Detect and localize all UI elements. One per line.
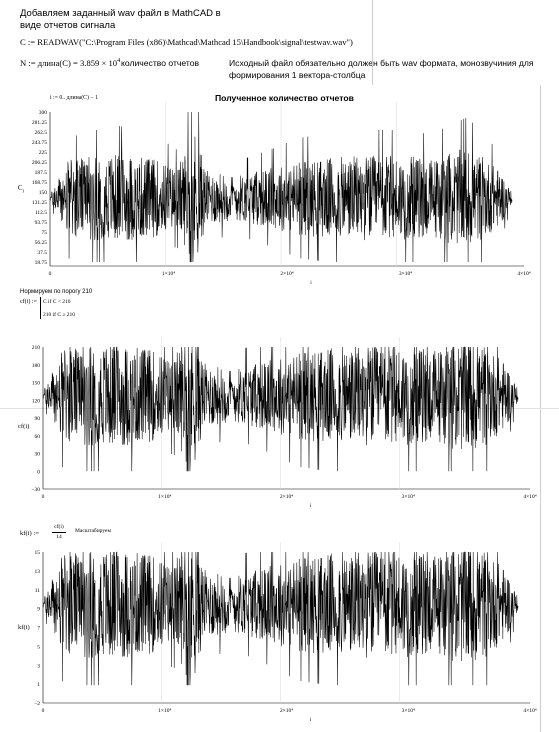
kf-numerator: cf(i) [54,524,64,530]
chart-1-series-line [49,111,513,263]
chart-3-y-tick-label: 5 [37,644,40,650]
chart-3-x-label: i [310,717,312,723]
chart-3-y-tick-label: 7 [37,626,40,632]
cf-definition-bracket [40,297,41,319]
chart-2-x-label: i [310,503,312,509]
chart-2-x-tick-label: 4×10⁴ [523,494,536,500]
chart-2-x-tick-label: 0 [42,494,45,500]
chart-1-y-tick-label: 75 [42,230,48,236]
chart-1-y-tick-label: 262.5 [35,130,48,136]
note-line-2: формирования 1 вектора-столбца [229,70,366,80]
chart-3-x-tick-label: 3×10⁴ [402,708,415,714]
chart-3-ylabel[interactable]: kf(i) [18,624,30,631]
chart-3-y-tick-label: 13 [35,569,41,575]
chart-3-x-tick-label: 2×10⁴ [280,708,293,714]
cf-definition-lhs[interactable]: cf(i) := [20,299,37,305]
chart-1-y-tick-label: 187.5 [35,170,48,176]
chart-1-y-tick-label: 168.75 [32,180,47,186]
intro-line-2: виде отчетов сигнала [20,20,116,31]
chart-1-x-tick-label: 4×10⁴ [517,271,530,277]
chart-1-y-tick-label: 150 [39,190,48,196]
chart-1-y-tick-label: 112.5 [35,210,47,216]
chart-1-y-tick-label: 18.75 [35,260,48,266]
chart-1-title: Полученное количество отчетов [215,93,354,103]
chart-3-x-tick-label: 1×10⁴ [158,708,171,714]
chart-1-ylabel[interactable]: Ci [18,185,24,194]
chart-2-y-tick-label: 210 [32,345,41,351]
length-expression[interactable]: N := длина(C) = 3.859 × 104 [20,58,120,68]
chart-2-y-tick-label: 120 [32,398,41,404]
chart-3-x-tick-label: 0 [42,708,45,714]
readwav-expression[interactable]: C := READWAV("C:\Program Files (x86)\Mat… [20,37,353,47]
chart-2-y-tick-label: 0 [37,469,40,475]
chart-2-y-tick-label: 180 [32,363,41,369]
chart-2-x-tick-label: 2×10⁴ [280,494,293,500]
chart-2-y-tick-label: 90 [35,416,41,422]
length-note: количество отчетов [121,58,200,68]
chart-2-x-tick-label: 1×10⁴ [158,494,171,500]
chart-1-y-tick-label: 37.5 [37,250,47,256]
length-exponent: 4 [117,58,121,65]
chart-1-x-tick-label: 0 [49,271,52,277]
chart-1-y-tick-label: 243.75 [32,140,47,146]
chart-2-series-line [42,346,519,472]
chart-1-y-tick-label: 225 [39,150,48,156]
chart-2-y-tick-label: 150 [32,381,41,387]
intro-line-1: Добавляем заданный wav файл в MathCAD в [20,8,221,19]
chart-1-x-tick-label: 1×10⁴ [162,271,175,277]
chart-2-y-tick-label: 30 [35,452,41,458]
chart-2-y-tick-label: −30 [31,487,40,493]
kf-denominator: 14 [56,534,62,540]
chart-1-y-tick-label: 281.25 [32,120,47,126]
chart-1-x-label: i [310,280,312,286]
chart-1-y-tick-label: 93.75 [35,220,48,226]
chart-1-y-tick-label: 56.25 [35,240,48,246]
range-expression[interactable]: i := 0.. длина(C) − 1 [50,95,99,101]
chart-1-x-tick-label: 2×10⁴ [280,271,293,277]
kf-note: Масштабируем [75,528,111,534]
chart-1-y-tick-label: 300 [39,110,48,116]
chart-1-y-tick-label: 131.25 [32,200,47,206]
chart-3-y-tick-label: 1 [37,682,40,688]
length-expression-text: N := длина(C) = 3.859 × 10 [20,58,118,68]
kf-fraction-bar [52,532,66,533]
chart-1-y-tick-label: 206.25 [32,160,47,166]
cf-case-2: 210 if C ≥ 210 [43,312,76,318]
chart-2-x-tick-label: 3×10⁴ [402,494,415,500]
chart-3-x-tick-label: 4×10⁴ [523,708,536,714]
chart-2-ylabel[interactable]: cf(i) [18,423,30,430]
chart-3-y-tick-label: −2 [34,701,40,707]
chart-1-x-tick-label: 3×10⁴ [399,271,412,277]
page-divider [372,0,373,85]
kf-definition-lhs[interactable]: kf(i) := [20,530,39,537]
chart-3-y-tick-label: 11 [35,588,41,594]
chart-3-y-tick-label: 9 [37,607,40,613]
chart-2-y-tick-label: 60 [35,434,41,440]
chart-3-series-line [42,551,519,686]
chart-1-ylabel-main: C [18,185,23,192]
chart-3-y-tick-label: 15 [35,550,41,556]
note-line-1: Исходный файл обязательно должен быть wa… [229,58,534,68]
cf-case-1: C if C < 210 [43,299,71,305]
chart-3-y-tick-label: 3 [37,663,40,669]
section-2-title: Нормируем по порогу 210 [20,289,93,295]
chart-1-ylabel-sub: i [22,189,24,195]
